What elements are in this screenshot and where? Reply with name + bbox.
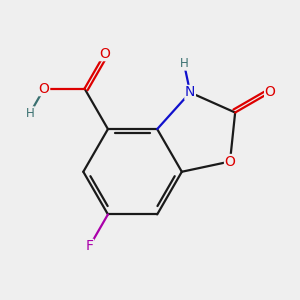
Text: O: O xyxy=(265,85,276,99)
Text: O: O xyxy=(99,46,110,61)
Text: H: H xyxy=(180,57,188,70)
Text: F: F xyxy=(85,239,94,254)
Text: O: O xyxy=(225,154,236,169)
Text: H: H xyxy=(26,107,34,120)
Text: N: N xyxy=(185,85,195,100)
Text: O: O xyxy=(39,82,50,96)
